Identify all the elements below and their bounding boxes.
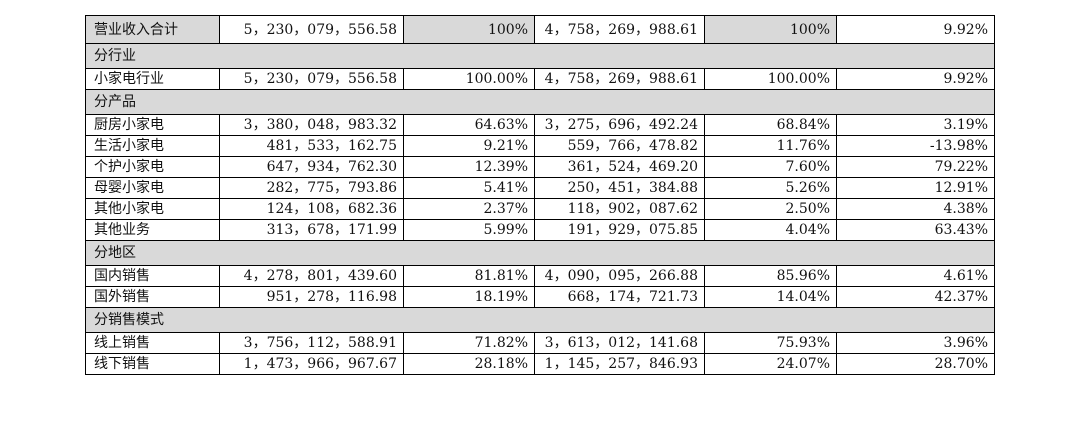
change-pct: 42.37% — [836, 286, 995, 308]
row-label: 生活小家电 — [85, 135, 220, 157]
total-amount-prior: 4，758，269，988.61 — [534, 15, 705, 44]
amount-prior: 361，524，469.20 — [534, 156, 705, 178]
revenue-table: 营业收入合计 5，230，079，556.58 100% 4，758，269，9… — [85, 15, 995, 375]
amount-prior: 1，145，257，846.93 — [534, 353, 705, 375]
change-pct: 9.92% — [836, 68, 995, 90]
amount-prior: 4，758，269，988.61 — [534, 68, 705, 90]
amount-prior: 191，929，075.85 — [534, 219, 705, 241]
pct-current: 5.99% — [403, 219, 535, 241]
pct-prior: 68.84% — [704, 114, 837, 136]
section-header-row: 分产品 — [85, 89, 995, 115]
section-title: 分销售模式 — [85, 307, 995, 333]
row-label: 个护小家电 — [85, 156, 220, 178]
change-pct: 3.19% — [836, 114, 995, 136]
total-change: 9.92% — [836, 15, 995, 44]
pct-current: 28.18% — [403, 353, 535, 375]
table-row: 国外销售 951，278，116.98 18.19% 668，174，721.73 14… — [85, 286, 995, 308]
section-header-row: 分地区 — [85, 240, 995, 266]
table-row: 线上销售 3，756，112，588.91 71.82% 3，613，012，141.… — [85, 332, 995, 354]
row-label: 国内销售 — [85, 265, 220, 287]
pct-prior: 2.50% — [704, 198, 837, 220]
pct-prior: 4.04% — [704, 219, 837, 241]
pct-prior: 75.93% — [704, 332, 837, 354]
amount-prior: 4，090，095，266.88 — [534, 265, 705, 287]
table-row: 其他小家电 124，108，682.36 2.37% 118，902，087.62 2.… — [85, 198, 995, 220]
amount-prior: 3，613，012，141.68 — [534, 332, 705, 354]
change-pct: 79.22% — [836, 156, 995, 178]
pct-prior: 24.07% — [704, 353, 837, 375]
amount-current: 4，278，801，439.60 — [219, 265, 404, 287]
amount-current: 647，934，762.30 — [219, 156, 404, 178]
amount-prior: 118，902，087.62 — [534, 198, 705, 220]
amount-current: 3，380，048，983.32 — [219, 114, 404, 136]
amount-prior: 559，766，478.82 — [534, 135, 705, 157]
total-pct-current: 100% — [403, 15, 535, 44]
pct-current: 71.82% — [403, 332, 535, 354]
change-pct: 28.70% — [836, 353, 995, 375]
amount-current: 5，230，079，556.58 — [219, 68, 404, 90]
table-row: 其他业务 313，678，171.99 5.99% 191，929，075.85 4.0… — [85, 219, 995, 241]
change-pct: 4.38% — [836, 198, 995, 220]
total-row: 营业收入合计 5，230，079，556.58 100% 4，758，269，9… — [85, 15, 995, 44]
table-row: 厨房小家电 3，380，048，983.32 64.63% 3，275，696，492… — [85, 114, 995, 136]
change-pct: 3.96% — [836, 332, 995, 354]
pct-current: 18.19% — [403, 286, 535, 308]
change-pct: -13.98% — [836, 135, 995, 157]
total-amount-current: 5，230，079，556.58 — [219, 15, 404, 44]
row-label: 其他小家电 — [85, 198, 220, 220]
pct-prior: 11.76% — [704, 135, 837, 157]
pct-prior: 7.60% — [704, 156, 837, 178]
pct-current: 12.39% — [403, 156, 535, 178]
amount-prior: 668，174，721.73 — [534, 286, 705, 308]
pct-current: 100.00% — [403, 68, 535, 90]
pct-current: 64.63% — [403, 114, 535, 136]
row-label: 厨房小家电 — [85, 114, 220, 136]
pct-prior: 5.26% — [704, 177, 837, 199]
pct-current: 81.81% — [403, 265, 535, 287]
pct-prior: 85.96% — [704, 265, 837, 287]
pct-prior: 100.00% — [704, 68, 837, 90]
row-label: 其他业务 — [85, 219, 220, 241]
section-header-row: 分行业 — [85, 43, 995, 69]
amount-prior: 3，275，696，492.24 — [534, 114, 705, 136]
change-pct: 12.91% — [836, 177, 995, 199]
revenue-table-body: 营业收入合计 5，230，079，556.58 100% 4，758，269，9… — [85, 15, 995, 375]
pct-current: 2.37% — [403, 198, 535, 220]
amount-current: 1，473，966，967.67 — [219, 353, 404, 375]
row-label: 线上销售 — [85, 332, 220, 354]
row-label: 国外销售 — [85, 286, 220, 308]
row-label: 线下销售 — [85, 353, 220, 375]
section-header-row: 分销售模式 — [85, 307, 995, 333]
pct-current: 9.21% — [403, 135, 535, 157]
amount-current: 951，278，116.98 — [219, 286, 404, 308]
table-row: 国内销售 4，278，801，439.60 81.81% 4，090，095，266.… — [85, 265, 995, 287]
table-row: 线下销售 1，473，966，967.67 28.18% 1，145，257，846.… — [85, 353, 995, 375]
amount-current: 282，775，793.86 — [219, 177, 404, 199]
amount-prior: 250，451，384.88 — [534, 177, 705, 199]
change-pct: 4.61% — [836, 265, 995, 287]
total-label: 营业收入合计 — [85, 15, 220, 44]
pct-current: 5.41% — [403, 177, 535, 199]
table-row: 个护小家电 647，934，762.30 12.39% 361，524，469.20 7… — [85, 156, 995, 178]
table-row: 生活小家电 481，533，162.75 9.21% 559，766，478.82 11… — [85, 135, 995, 157]
row-label: 母婴小家电 — [85, 177, 220, 199]
section-title: 分地区 — [85, 240, 995, 266]
pct-prior: 14.04% — [704, 286, 837, 308]
section-title: 分行业 — [85, 43, 995, 69]
amount-current: 3，756，112，588.91 — [219, 332, 404, 354]
amount-current: 124，108，682.36 — [219, 198, 404, 220]
amount-current: 481，533，162.75 — [219, 135, 404, 157]
change-pct: 63.43% — [836, 219, 995, 241]
section-title: 分产品 — [85, 89, 995, 115]
table-row: 母婴小家电 282，775，793.86 5.41% 250，451，384.88 5.… — [85, 177, 995, 199]
total-pct-prior: 100% — [704, 15, 837, 44]
row-label: 小家电行业 — [85, 68, 220, 90]
amount-current: 313，678，171.99 — [219, 219, 404, 241]
table-row: 小家电行业 5，230，079，556.58 100.00% 4，758，269，98… — [85, 68, 995, 90]
